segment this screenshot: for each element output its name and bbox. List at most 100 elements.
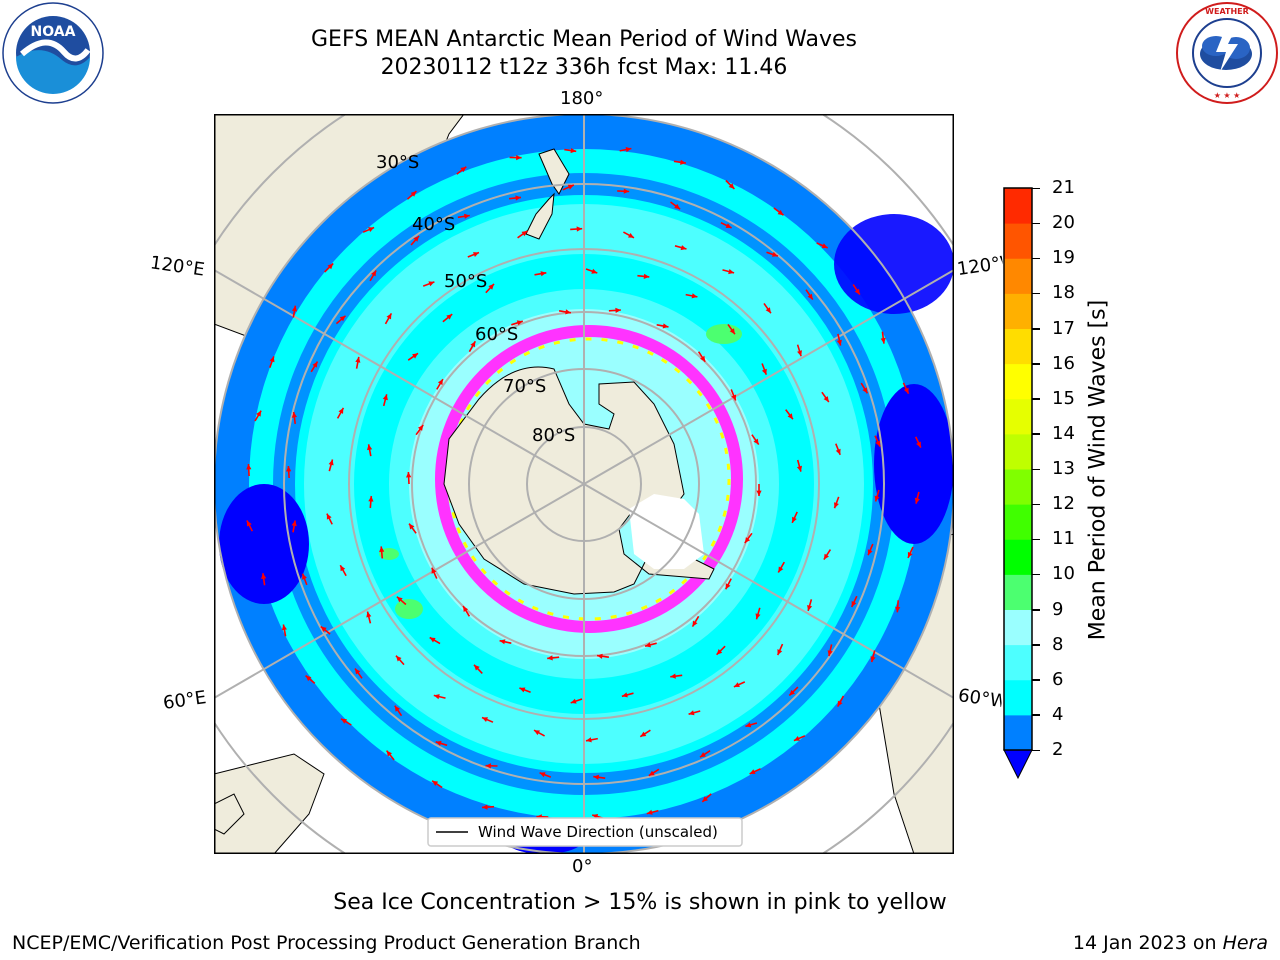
wind-wave-arrowhead — [807, 605, 813, 611]
wind-wave-arrowhead — [409, 523, 415, 530]
wind-wave-arrowhead — [597, 653, 603, 659]
wind-wave-arrowhead — [916, 441, 921, 448]
wind-wave-arrowhead — [880, 337, 886, 344]
wind-wave-arrowhead — [446, 314, 453, 320]
wind-wave-arrowhead — [778, 566, 784, 573]
wind-wave-arrowhead — [412, 353, 418, 359]
wind-wave-arrowhead — [731, 394, 737, 401]
wind-wave-arrowhead — [269, 356, 275, 363]
wind-wave-arrowhead — [371, 270, 377, 277]
wind-wave-arrowhead — [320, 626, 327, 632]
wind-wave-arrowhead — [716, 649, 723, 655]
colorbar-tick-label: 10 — [1052, 563, 1075, 585]
wind-wave-arrowhead — [807, 293, 813, 300]
wind-wave-arrowhead — [482, 717, 488, 722]
wind-wave-arrowhead — [835, 448, 841, 455]
wind-wave-arrowhead — [499, 639, 506, 645]
wind-wave-arrowhead — [777, 209, 784, 216]
colorbar-tick-label: 8 — [1052, 633, 1064, 655]
wind-wave-arrowhead — [516, 155, 522, 161]
wind-wave-arrowhead — [519, 687, 526, 693]
wind-wave-arrowhead — [692, 620, 698, 627]
colorbar-tick-label: 9 — [1052, 598, 1064, 620]
wind-wave-arrowhead — [406, 472, 412, 478]
wind-wave-arrowhead — [570, 148, 577, 154]
wind-wave-arrowhead — [793, 736, 800, 741]
wind-wave-arrowhead — [765, 307, 771, 314]
wind-wave-arrowhead — [670, 673, 676, 679]
lat-label-40s: 40°S — [412, 214, 455, 235]
colorbar-tick-label: 2 — [1052, 739, 1064, 760]
lon-label-0: 0° — [572, 856, 593, 877]
wind-wave-arrowhead — [516, 320, 523, 326]
wind-wave-arrowhead — [339, 315, 346, 322]
wind-wave-arrowhead — [433, 694, 440, 700]
colorbar-segment — [1004, 539, 1032, 575]
wind-wave-arrowhead — [591, 268, 598, 274]
wind-wave-arrowhead — [328, 459, 334, 466]
wind-wave-arrowhead — [432, 780, 439, 786]
wind-wave-arrowhead — [729, 328, 735, 335]
colorbar-tick-label: 4 — [1052, 703, 1064, 725]
wind-wave-arrowhead — [836, 339, 842, 346]
wind-wave-arrowhead — [733, 682, 740, 687]
wind-wave-arrowhead — [366, 611, 372, 618]
wind-wave-arrowhead — [903, 387, 909, 394]
lat-label-30s: 30°S — [376, 152, 419, 173]
wind-wave-arrowhead — [867, 549, 873, 556]
longitude-gridlines — [214, 114, 954, 854]
colorbar-segment — [1004, 398, 1032, 435]
colorbar-segment — [1004, 609, 1032, 646]
colorbar-tick-mark — [1032, 187, 1040, 189]
wind-wave-arrowhead — [725, 583, 731, 590]
madagascar-land — [214, 793, 245, 835]
colorbar-tick-mark — [1032, 644, 1040, 646]
colorbar-segment — [1004, 223, 1032, 259]
wind-wave-arrowhead — [674, 203, 681, 210]
wind-wave-arrowhead — [428, 281, 435, 287]
wind-wave-arrowhead — [837, 700, 843, 707]
colorbar-tick-mark — [1032, 292, 1040, 295]
wind-wave-arrowhead — [615, 307, 621, 313]
noaa-logo-text: NOAA — [31, 24, 76, 40]
credit-text: NCEP/EMC/Verification Post Processing Pr… — [12, 932, 641, 954]
polar-map: 30°S 40°S 50°S 60°S 70°S 80°S Wind Wave … — [214, 114, 954, 854]
wind-wave-arrowhead — [875, 440, 881, 447]
colorbar-tick-label: 17 — [1052, 317, 1075, 339]
date-prefix: 14 Jan 2023 on — [1072, 932, 1223, 954]
wind-wave-arrowhead — [485, 763, 491, 769]
colorbar-tick-label: 14 — [1052, 422, 1075, 444]
wind-wave-arrowhead — [382, 394, 388, 401]
lon-label-180: 180° — [560, 88, 604, 109]
colorbar-tick-mark — [1032, 257, 1040, 260]
wind-wave-arrowhead — [368, 227, 375, 232]
wind-wave-arrowhead — [593, 774, 599, 780]
noaa-logo: NOAA — [2, 2, 104, 104]
wind-wave-legend: Wind Wave Direction (unscaled) — [427, 817, 743, 847]
wind-wave-arrowhead — [648, 770, 655, 776]
wind-wave-arrowhead — [895, 606, 901, 613]
lon-label-60e: 60°E — [161, 687, 208, 714]
colorbar-segment — [1004, 188, 1032, 224]
colorbar-tick-mark — [1032, 538, 1040, 541]
date-machine: Hera — [1222, 932, 1268, 954]
wind-wave-arrowhead — [728, 269, 735, 275]
wind-wave-arrowhead — [680, 245, 687, 251]
svg-text:WEATHER: WEATHER — [1205, 7, 1249, 16]
colorbar-tick-mark — [1032, 328, 1040, 330]
wind-wave-arrowhead — [725, 223, 732, 228]
wind-wave-arrowhead — [700, 752, 706, 758]
lat-label-60s: 60°S — [475, 324, 518, 345]
lat-label-70s: 70°S — [503, 376, 546, 397]
wind-wave-arrowhead — [340, 565, 346, 572]
wind-wave-arrowhead — [261, 573, 267, 579]
wind-wave-arrowhead — [246, 520, 252, 527]
wind-wave-arrowhead — [379, 546, 385, 553]
wind-wave-arrowhead — [413, 236, 419, 242]
wind-wave-arrowhead — [534, 730, 540, 736]
wind-wave-arrowhead — [755, 613, 761, 620]
wind-wave-arrowhead — [640, 731, 647, 737]
colorbar-tick-mark — [1032, 222, 1040, 225]
wind-wave-arrowhead — [772, 251, 778, 257]
wind-wave-arrowhead — [291, 412, 297, 418]
